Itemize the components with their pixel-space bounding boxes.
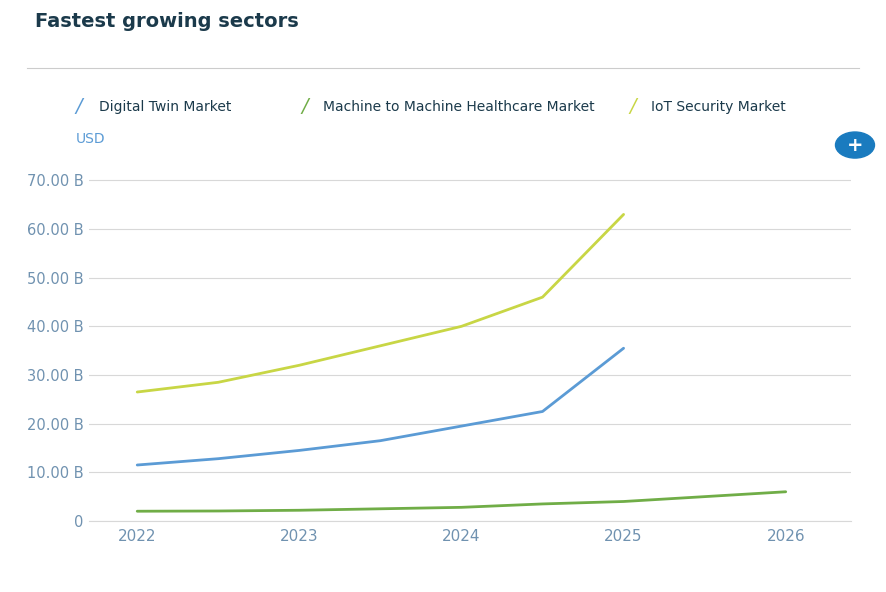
Text: Digital Twin Market: Digital Twin Market xyxy=(99,99,231,114)
Text: IoT Security Market: IoT Security Market xyxy=(651,99,786,114)
Text: Fastest growing sectors: Fastest growing sectors xyxy=(35,12,299,31)
Text: /: / xyxy=(629,97,635,116)
Text: /: / xyxy=(75,97,82,116)
Text: Machine to Machine Healthcare Market: Machine to Machine Healthcare Market xyxy=(323,99,595,114)
Text: USD: USD xyxy=(75,132,105,146)
Text: +: + xyxy=(847,136,863,155)
Text: /: / xyxy=(301,97,307,116)
